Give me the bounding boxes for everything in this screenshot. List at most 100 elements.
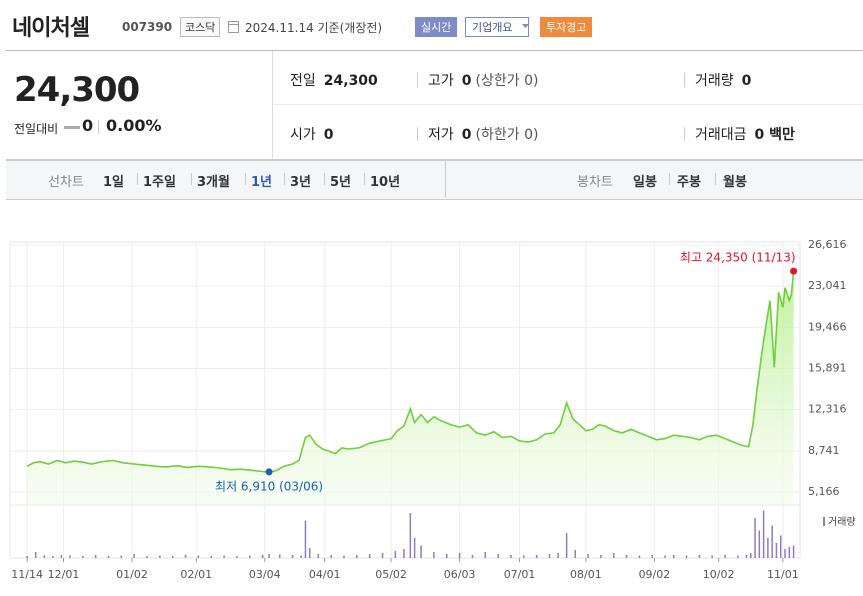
volume-bar <box>565 533 568 558</box>
separator <box>684 73 685 87</box>
separator <box>417 73 418 87</box>
price-area <box>27 271 794 505</box>
volume-bar <box>94 555 97 558</box>
y-tick-label: 15,891 <box>808 362 847 375</box>
market-badge: 코스닥 <box>180 17 221 37</box>
volume-bar <box>535 555 538 558</box>
divider <box>273 104 863 105</box>
volume-bar <box>685 555 688 558</box>
x-tick-label: 03/04 <box>249 568 281 581</box>
period-tab[interactable]: 1주일 <box>143 175 176 190</box>
calendar-icon <box>228 21 239 33</box>
price-line <box>26 271 795 473</box>
volume-bar <box>767 538 769 558</box>
volume-bar <box>120 555 123 558</box>
volume-bar <box>792 545 795 558</box>
x-tick-label: 06/03 <box>444 568 476 581</box>
period-tab[interactable]: 1일 <box>103 175 125 190</box>
cell-value: 24,300 <box>323 73 378 89</box>
volume-bar <box>745 555 748 558</box>
stock-code: 007390 <box>122 20 173 34</box>
volume-bar <box>261 555 264 558</box>
summary-cell: 저가 0 (하한가 0) <box>428 124 538 144</box>
separator <box>715 173 716 185</box>
volume-bar <box>171 556 174 558</box>
period-tab[interactable]: 3년 <box>290 175 312 190</box>
volume-bar <box>82 556 84 558</box>
summary-cell: 전일 24,300 <box>290 70 378 90</box>
x-tick-label: 09/02 <box>639 568 671 581</box>
volume-bar <box>557 553 559 558</box>
stock-name: 네이처셀 <box>12 16 90 41</box>
volume-bar <box>60 555 63 558</box>
candle-tab[interactable]: 주봉 <box>677 175 701 190</box>
volume-bar <box>34 552 37 558</box>
volume-bar <box>762 510 765 558</box>
volume-bar <box>317 554 320 558</box>
current-price: 24,300 <box>14 70 140 110</box>
cell-value: 0 백만 <box>754 127 795 143</box>
date-note: 2024.11.14 기준(개장전) <box>245 21 383 35</box>
max-label: 최고 24,350 (11/13) <box>680 251 796 265</box>
volume-bar <box>523 555 525 558</box>
volume-bar <box>368 554 371 558</box>
volume-bar <box>300 555 302 558</box>
volume-bar <box>587 554 589 558</box>
separator <box>98 120 99 134</box>
candle-chart-label: 봉차트 <box>577 175 613 190</box>
company-button[interactable]: 기업개요 <box>465 17 530 37</box>
warning-button[interactable]: 투자경고 <box>540 17 593 37</box>
volume-bar <box>420 545 422 558</box>
y-tick-label: 12,316 <box>808 403 847 416</box>
period-tab[interactable]: 3개월 <box>197 175 230 190</box>
summary-cell: 거래대금 0 백만 <box>695 124 795 144</box>
volume-bar <box>308 548 311 558</box>
volume-bar <box>52 556 54 558</box>
volume-bar <box>356 555 358 558</box>
volume-bar <box>724 555 726 558</box>
x-tick-label: 02/01 <box>180 568 212 581</box>
volume-bar <box>409 513 412 558</box>
tab-bar <box>6 160 863 200</box>
line-chart-label: 선차트 <box>48 175 84 190</box>
volume-bar <box>458 553 461 558</box>
volume-bar <box>651 555 654 558</box>
period-tab[interactable]: 1년 <box>251 175 273 190</box>
y-tick-label: 26,616 <box>808 238 847 251</box>
volume-bar <box>184 555 187 558</box>
period-tab[interactable]: 10년 <box>370 175 401 190</box>
period-tab[interactable]: 5년 <box>330 175 352 190</box>
summary-box <box>6 50 863 160</box>
volume-bar <box>413 538 416 558</box>
separator <box>324 173 325 185</box>
volume-bar <box>43 555 46 558</box>
volume-bar <box>788 547 791 558</box>
volume-bar <box>779 535 782 558</box>
volume-bar <box>26 556 28 558</box>
volume-bar <box>600 555 602 558</box>
volume-bar <box>268 554 270 558</box>
volume-bar <box>133 554 135 558</box>
volume-bar <box>403 549 405 558</box>
x-tick-label: 11/01 <box>767 568 799 581</box>
min-point <box>265 468 273 476</box>
realtime-button[interactable]: 실시간 <box>415 17 458 37</box>
cell-note: (하한가 0) <box>475 127 539 143</box>
x-tick-label: 05/02 <box>375 568 407 581</box>
volume-bar <box>775 543 778 558</box>
divider <box>445 161 446 198</box>
volume-bar <box>433 552 435 558</box>
cell-note: (상한가 0) <box>475 73 539 89</box>
cell-value: 0 <box>461 127 472 143</box>
volume-bar <box>159 555 161 558</box>
x-tick-label: 01/02 <box>116 568 148 581</box>
volume-bar <box>223 555 225 558</box>
volume-bar <box>69 555 71 558</box>
cell-label: 시가 <box>290 127 316 143</box>
cell-label: 거래량 <box>695 73 734 89</box>
candle-tab[interactable]: 일봉 <box>633 175 657 190</box>
volume-bar <box>750 553 752 558</box>
cell-label: 고가 <box>428 73 454 89</box>
volume-bar <box>330 555 332 558</box>
candle-tab[interactable]: 월봉 <box>723 175 747 190</box>
